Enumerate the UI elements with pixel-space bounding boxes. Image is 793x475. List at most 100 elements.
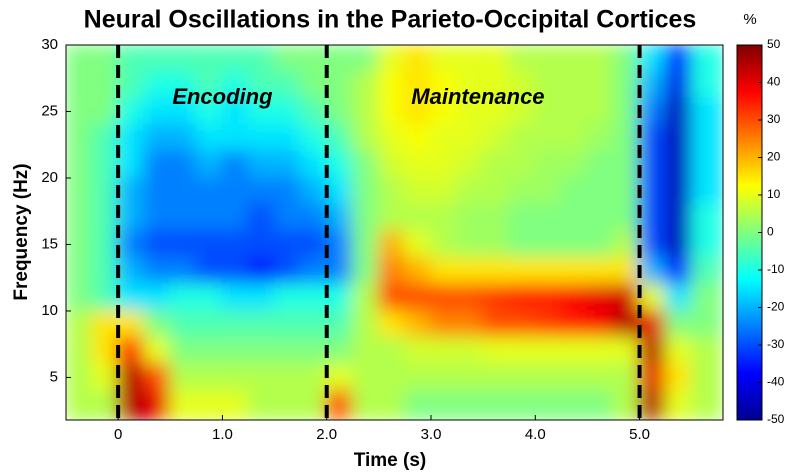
heatmap-cell	[612, 230, 641, 259]
heatmap-cell	[377, 336, 406, 366]
heatmap-cell	[586, 123, 615, 153]
heatmap-cell	[664, 256, 693, 286]
heatmap-cell	[91, 203, 120, 233]
heatmap-cell	[482, 70, 511, 100]
colorbar-tick-label: -40	[767, 375, 785, 389]
heatmap-cell	[690, 256, 723, 286]
heatmap-cell	[586, 256, 615, 286]
heatmap-cell	[586, 230, 615, 259]
heatmap-cell	[690, 389, 723, 420]
heatmap-cell	[612, 203, 641, 233]
heatmap-cell	[143, 389, 172, 420]
heatmap-cell	[664, 97, 693, 126]
heatmap-cell	[456, 283, 485, 312]
heatmap-cell	[508, 230, 537, 259]
heatmap-cell	[586, 389, 615, 420]
heatmap-cell	[247, 336, 276, 366]
heatmap-cell	[430, 363, 459, 392]
heatmap-cell	[664, 389, 693, 420]
heatmap-cell	[299, 283, 328, 312]
heatmap-cell	[403, 150, 432, 179]
heatmap-cell	[482, 45, 511, 73]
heatmap-cell	[169, 256, 198, 286]
colorbar-tick-label: 20	[767, 150, 781, 164]
heatmap-cell	[508, 150, 537, 179]
heatmap-cell	[638, 363, 667, 392]
heatmap-cell	[430, 230, 459, 259]
heatmap-cell	[247, 45, 276, 73]
heatmap-cell	[221, 203, 250, 233]
heatmap-cell	[66, 309, 94, 339]
heatmap-cell	[195, 123, 224, 153]
heatmap-cell	[91, 176, 120, 206]
heatmap-cell	[143, 336, 172, 366]
heatmap-cell	[273, 70, 302, 100]
heatmap-cell	[247, 176, 276, 206]
heatmap-cell	[456, 256, 485, 286]
y-tick-label: 5	[50, 368, 58, 385]
heatmap-cell	[143, 150, 172, 179]
heatmap-cell	[377, 150, 406, 179]
heatmap-cell	[247, 363, 276, 392]
heatmap-cell	[195, 230, 224, 259]
heatmap-cell	[91, 256, 120, 286]
heatmap-cell	[690, 97, 723, 126]
heatmap-cell	[299, 150, 328, 179]
heatmap-cell	[534, 309, 563, 339]
heatmap-cell	[377, 309, 406, 339]
heatmap-cell	[586, 363, 615, 392]
heatmap-cell	[560, 176, 589, 206]
heatmap-cell	[508, 256, 537, 286]
heatmap-cell	[560, 70, 589, 100]
heatmap-cell	[247, 309, 276, 339]
heatmap-cell	[143, 176, 172, 206]
colorbar	[736, 44, 763, 421]
heatmap-cell	[430, 389, 459, 420]
heatmap-clip	[66, 45, 723, 420]
heatmap-cell	[169, 309, 198, 339]
heatmap-cell	[534, 97, 563, 126]
heatmap-cell	[612, 45, 641, 73]
heatmap-cell	[377, 70, 406, 100]
heatmap-cell	[586, 97, 615, 126]
heatmap-cell	[325, 283, 354, 312]
heatmap-cell	[91, 150, 120, 179]
heatmap-cell	[482, 203, 511, 233]
heatmap-cell	[273, 45, 302, 73]
heatmap-cell	[430, 203, 459, 233]
heatmap-cell	[638, 203, 667, 233]
heatmap-cell	[403, 256, 432, 286]
heatmap-cell	[638, 123, 667, 153]
heatmap-cell	[325, 123, 354, 153]
heatmap-cell	[117, 97, 146, 126]
heatmap-cell	[247, 283, 276, 312]
heatmap-cell	[117, 336, 146, 366]
heatmap-cell	[195, 389, 224, 420]
y-axis-label: Frequency (Hz)	[11, 163, 32, 300]
colorbar-tick-label: -30	[767, 337, 785, 351]
heatmap-cell	[664, 283, 693, 312]
y-tick-label: 15	[41, 235, 58, 252]
x-tick-label: 2.0	[316, 426, 337, 443]
heatmap-cell	[221, 363, 250, 392]
heatmap-cell	[430, 336, 459, 366]
heatmap-cell	[664, 309, 693, 339]
heatmap-cell	[430, 70, 459, 100]
heatmap-cell	[299, 309, 328, 339]
colorbar-tick-label: 40	[767, 75, 781, 89]
heatmap-cell	[325, 363, 354, 392]
heatmap-cell	[456, 336, 485, 366]
heatmap-cell	[195, 363, 224, 392]
heatmap-cell	[664, 70, 693, 100]
heatmap-cell	[534, 336, 563, 366]
heatmap-cell	[66, 336, 94, 366]
heatmap-cell	[325, 389, 354, 420]
y-tick-label: 30	[41, 36, 58, 53]
heatmap-cell	[560, 97, 589, 126]
heatmap-cell	[586, 283, 615, 312]
heatmap-cell	[586, 309, 615, 339]
heatmap-cell	[325, 45, 354, 73]
heatmap-cell	[664, 150, 693, 179]
heatmap-cell	[247, 203, 276, 233]
